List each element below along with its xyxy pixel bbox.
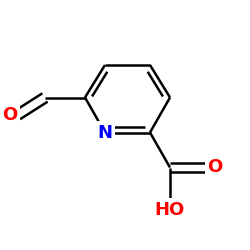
Text: N: N bbox=[98, 124, 112, 142]
Text: O: O bbox=[208, 158, 223, 176]
Text: HO: HO bbox=[155, 201, 185, 219]
Text: O: O bbox=[2, 106, 18, 124]
